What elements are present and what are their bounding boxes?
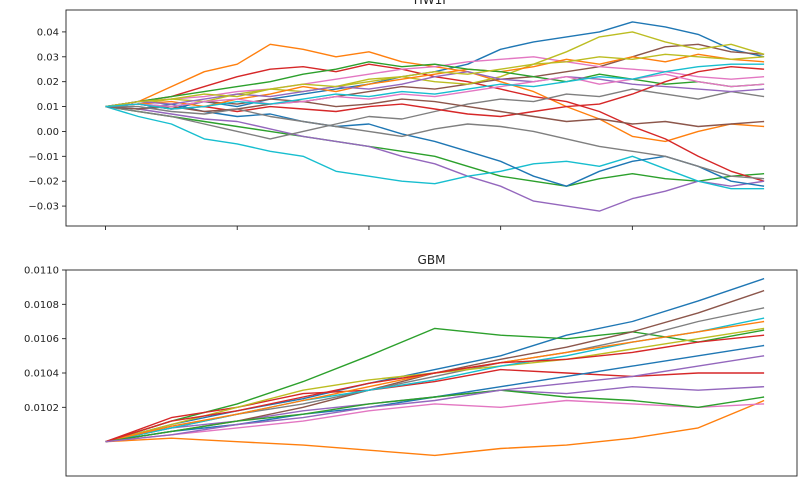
axes-frame (65, 9, 798, 227)
y-tick-label: 0.0110 (24, 266, 59, 277)
y-tick-label: 0.00 (37, 127, 59, 138)
y-tick-label: 0.04 (37, 27, 59, 38)
y-tick-label: 0.0108 (24, 300, 59, 311)
series-line-18 (105, 105, 765, 180)
series-line-4 (105, 368, 765, 443)
gbm-subplot: 0.0102 0.0104 0.0106 0.0108 0.0110 GBM (24, 253, 798, 477)
y-tick-label: −0.03 (28, 202, 59, 213)
series-line-9 (105, 31, 765, 108)
y-tick-label: 0.03 (37, 52, 59, 63)
series-line-6 (105, 43, 765, 108)
series-group (105, 277, 765, 457)
series-line-16 (105, 98, 765, 128)
series-line-2 (105, 43, 765, 143)
series-line-11 (105, 344, 765, 443)
series-line-8 (105, 88, 765, 140)
hw1f-subplot: −0.03 −0.02 −0.01 0.00 0.01 0.02 0.03 0.04 HW1F (28, 0, 798, 230)
series-line-17 (105, 73, 765, 108)
y-tick-label: −0.02 (28, 177, 59, 188)
series-line-3 (105, 105, 765, 187)
y-tick-label: 0.02 (37, 77, 59, 88)
series-line-15 (105, 355, 765, 443)
y-tick-label: −0.01 (28, 152, 59, 163)
series-line-11 (105, 103, 765, 187)
chart-title: HW1F (414, 0, 450, 7)
series-line-6 (105, 289, 765, 443)
series-line-19 (105, 53, 765, 108)
series-line-14 (105, 334, 765, 443)
series-group (105, 21, 765, 212)
series-line-10 (105, 105, 765, 190)
chart-title: GBM (418, 253, 446, 267)
series-line-5 (105, 105, 765, 212)
series-line-12 (105, 53, 765, 108)
series-line-1 (105, 277, 765, 443)
y-tick-label: 0.0102 (24, 403, 59, 414)
series-line-20 (105, 63, 765, 110)
series-line-15 (105, 70, 765, 108)
series-line-13 (105, 61, 765, 108)
y-tick-label: 0.0104 (24, 369, 59, 380)
series-line-3 (105, 327, 765, 443)
y-tick-label: 0.0106 (24, 334, 59, 345)
y-tick-label: 0.01 (37, 102, 59, 113)
